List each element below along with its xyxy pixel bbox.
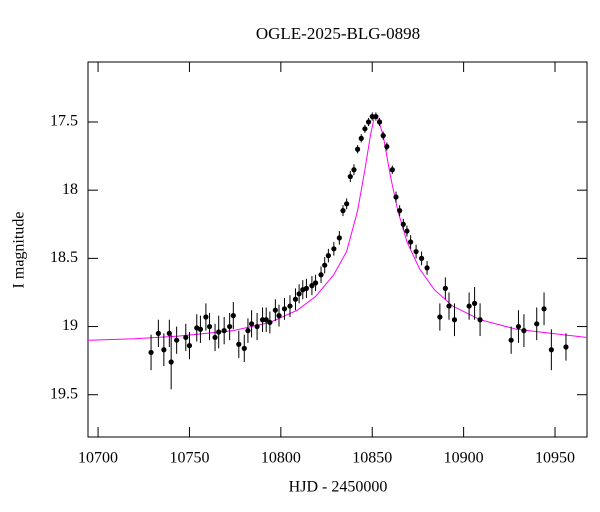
- data-point: [212, 334, 218, 341]
- data-point: [206, 323, 213, 330]
- x-tick-label: 10900: [444, 450, 484, 467]
- data-point: [471, 300, 478, 306]
- data-point: [166, 330, 172, 336]
- data-point: [466, 303, 472, 309]
- data-point: [369, 113, 375, 120]
- data-point: [287, 303, 293, 309]
- data-point: [168, 359, 174, 365]
- data-point: [351, 167, 357, 173]
- x-tick-label: 10750: [169, 450, 209, 467]
- data-point: [362, 126, 368, 132]
- data-point: [292, 296, 299, 302]
- data-point: [451, 317, 458, 323]
- x-tick-label: 10850: [352, 450, 392, 467]
- data-point: [400, 221, 406, 227]
- y-tick-label: 18: [62, 181, 78, 198]
- data-point: [155, 330, 161, 336]
- data-point: [318, 272, 324, 278]
- data-point: [413, 248, 419, 255]
- data-point: [263, 317, 269, 323]
- y-tick-label: 19.5: [50, 385, 78, 402]
- data-point: [365, 119, 372, 125]
- data-point: [259, 317, 266, 323]
- data-point: [393, 194, 399, 200]
- data-point: [236, 341, 242, 347]
- data-point: [303, 285, 310, 291]
- data-point: [347, 173, 353, 180]
- data-point: [389, 167, 395, 173]
- data-point: [336, 235, 342, 241]
- data-point: [197, 326, 204, 332]
- chart-title: OGLE-2025-BLG-0898: [256, 24, 420, 43]
- data-point: [254, 323, 260, 330]
- x-axis-label: HJD - 2450000: [289, 479, 388, 496]
- data-point: [221, 328, 227, 334]
- data-point: [355, 146, 361, 152]
- data-point: [437, 314, 443, 320]
- data-point: [548, 347, 554, 353]
- data-point: [373, 113, 379, 120]
- data-point: [325, 253, 331, 259]
- data-point: [384, 143, 390, 150]
- data-point: [230, 313, 236, 319]
- y-tick-label: 19: [62, 317, 78, 334]
- x-tick-label: 10800: [261, 450, 301, 467]
- data-point: [312, 280, 319, 286]
- data-point: [446, 303, 452, 309]
- data-point: [397, 208, 403, 214]
- data-point: [508, 337, 514, 343]
- data-point: [404, 228, 410, 234]
- data-point: [331, 246, 337, 252]
- data-point: [376, 119, 383, 125]
- data-point: [227, 323, 233, 330]
- data-point: [424, 265, 430, 271]
- data-point: [267, 319, 273, 326]
- data-point: [216, 329, 222, 335]
- data-point: [340, 208, 346, 214]
- data-point: [477, 317, 483, 323]
- x-tick-label: 10700: [78, 450, 118, 467]
- data-point: [309, 283, 315, 289]
- data-point: [276, 313, 282, 319]
- data-point: [248, 321, 255, 327]
- data-point: [358, 135, 364, 141]
- data-point: [245, 328, 251, 334]
- data-point: [322, 262, 328, 268]
- data-point: [380, 133, 386, 139]
- data-point: [174, 337, 180, 343]
- y-axis-label: I magnitude: [11, 212, 28, 289]
- data-point: [541, 306, 547, 312]
- data-point: [521, 328, 527, 334]
- data-point: [408, 239, 414, 245]
- data-point: [272, 307, 278, 313]
- data-point: [515, 323, 522, 330]
- data-point: [344, 201, 350, 207]
- data-point: [296, 291, 302, 297]
- data-point: [534, 321, 540, 327]
- y-tick-label: 17.5: [50, 113, 78, 130]
- data-point: [442, 285, 448, 291]
- data-point: [186, 343, 193, 349]
- plot-frame: [87, 61, 588, 438]
- data-point: [241, 345, 247, 351]
- model-curve: [87, 117, 588, 341]
- data-point: [148, 349, 154, 356]
- data-point: [203, 314, 209, 320]
- data-point: [183, 334, 189, 341]
- data-point: [418, 255, 425, 261]
- x-tick-label: 10950: [535, 450, 575, 467]
- y-tick-label: 18.5: [50, 249, 78, 266]
- data-point: [161, 347, 167, 353]
- data-point: [281, 306, 288, 312]
- data-point: [563, 344, 569, 350]
